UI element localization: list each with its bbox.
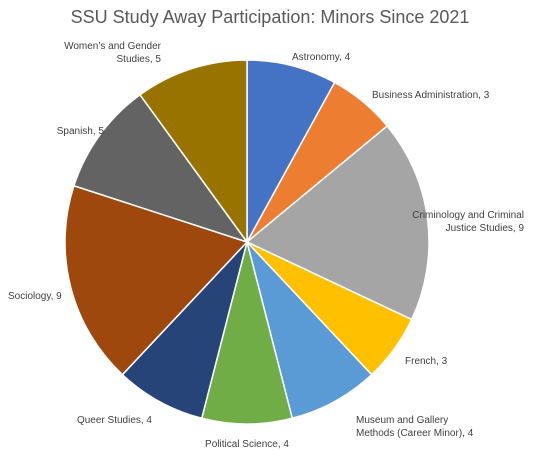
data-label-line: Methods (Career Minor), 4 xyxy=(356,428,474,439)
pie-slice-spanish xyxy=(72,93,249,244)
data-label-queer-studies: Queer Studies, 4 xyxy=(77,415,152,426)
pie-slice-astronomy xyxy=(246,59,336,243)
data-label-criminology-and-criminal-justice-studies: Criminology and Criminal Justice Studies,… xyxy=(412,210,524,234)
pie-slices xyxy=(64,59,430,425)
pie-slice-queer-studies xyxy=(121,241,248,420)
data-label-line: Spanish, 5 xyxy=(57,126,105,137)
data-label-women-s-and-gender-studies: Women’s and Gender Studies, 5 xyxy=(64,41,162,65)
data-label-museum-and-gallery-methods-career-minor: Museum and Gallery Methods (Career Minor)… xyxy=(356,415,474,439)
chart-title: SSU Study Away Participation: Minors Sin… xyxy=(70,7,470,27)
data-label-astronomy: Astronomy, 4 xyxy=(292,52,351,63)
data-label-line: Political Science, 4 xyxy=(205,439,289,450)
data-label-line: Justice Studies, 9 xyxy=(446,223,525,234)
data-label-line: Women’s and Gender xyxy=(64,41,162,52)
pie-labels: Astronomy, 4 Business Administration, 3 Cr… xyxy=(8,41,524,450)
data-label-political-science: Political Science, 4 xyxy=(205,439,289,450)
data-label-line: French, 3 xyxy=(405,356,448,367)
pie-slice-political-science xyxy=(200,241,294,425)
data-label-line: Criminology and Criminal xyxy=(412,210,524,221)
data-label-sociology: Sociology, 9 xyxy=(8,291,62,302)
data-label-line: Business Administration, 3 xyxy=(372,90,490,101)
pie-slice-women-s-and-gender-studies xyxy=(138,59,248,245)
data-label-spanish: Spanish, 5 xyxy=(57,126,105,137)
data-label-business-administration: Business Administration, 3 xyxy=(372,90,490,101)
data-label-line: Queer Studies, 4 xyxy=(77,415,152,426)
data-label-line: Studies, 5 xyxy=(117,54,162,65)
data-label-french: French, 3 xyxy=(405,356,448,367)
pie-slice-museum-and-gallery-methods-career-minor xyxy=(246,241,373,420)
data-label-line: Sociology, 9 xyxy=(8,291,62,302)
data-label-line: Astronomy, 4 xyxy=(292,52,351,63)
pie-slice-sociology xyxy=(64,184,249,376)
pie-slice-criminology-and-criminal-justice-studies xyxy=(245,124,430,321)
data-label-line: Museum and Gallery xyxy=(356,415,448,426)
